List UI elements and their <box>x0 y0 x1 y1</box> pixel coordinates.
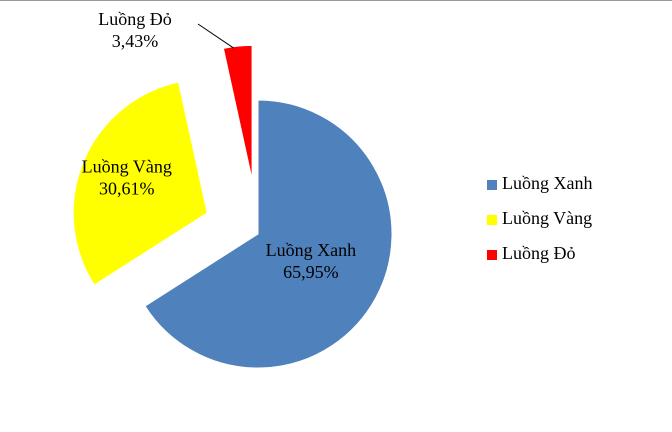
pie-slice <box>144 99 393 369</box>
slice-value-label: 65,95% <box>283 262 339 282</box>
slice-label: Luồng Vàng <box>82 157 172 177</box>
legend-label: Luồng Vàng <box>502 208 592 228</box>
leader-line <box>197 23 234 49</box>
legend-swatch <box>487 180 497 190</box>
pie-slice <box>222 44 253 180</box>
legend-label: Luồng Xanh <box>502 173 592 193</box>
slice-label: Luồng Đỏ <box>98 9 172 29</box>
slice-value-label: 30,61% <box>99 179 155 199</box>
legend-swatch <box>487 250 497 260</box>
legend-label: Luồng Đỏ <box>502 243 576 263</box>
slice-value-label: 3,43% <box>112 31 159 51</box>
legend-swatch <box>487 215 497 225</box>
slice-label: Luồng Xanh <box>266 240 356 260</box>
pie-slice <box>72 81 208 286</box>
